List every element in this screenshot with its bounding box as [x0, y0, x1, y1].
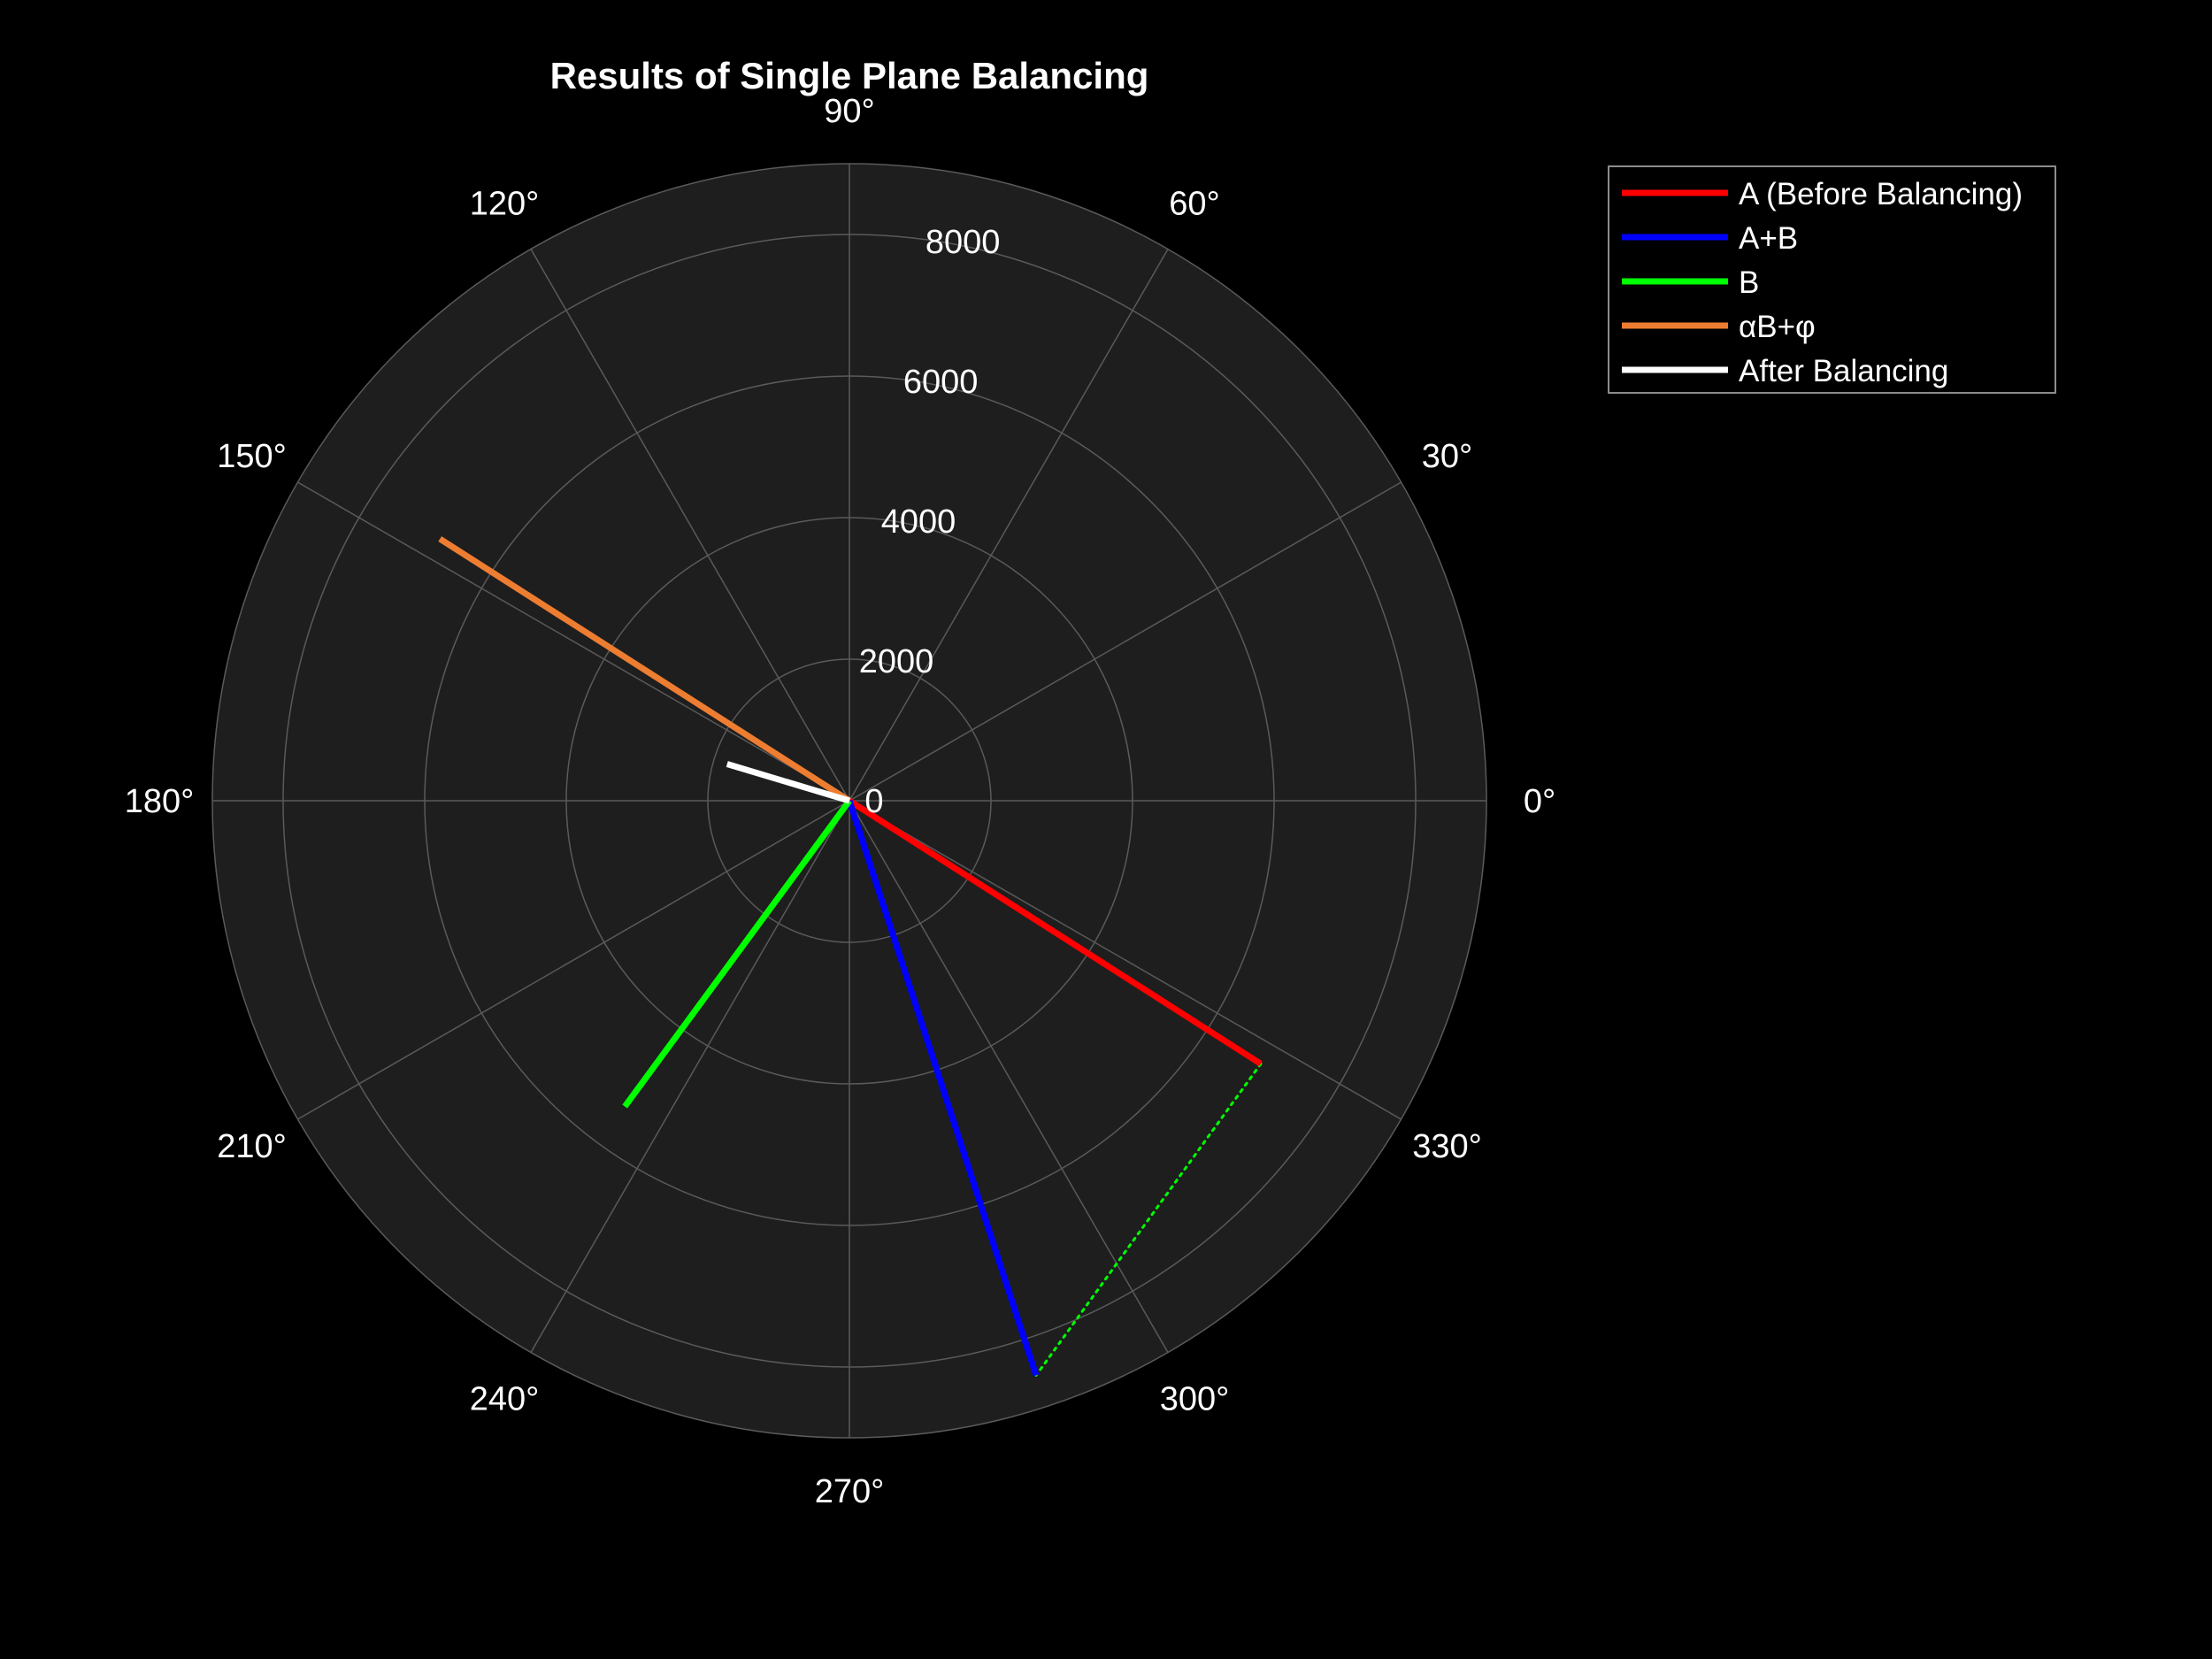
angle-tick-label: 150°: [217, 438, 287, 475]
series-line-b: [622, 798, 852, 1109]
angular-grid-line: [849, 800, 1169, 1353]
radial-tick-label: 8000: [926, 224, 1001, 261]
angular-grid-line: [849, 800, 1402, 1120]
angular-grid-line: [297, 800, 850, 1120]
legend: A (Before Balancing) A+B BαB+φ After Balanc…: [1608, 165, 2056, 394]
angular-grid-line: [530, 249, 850, 802]
angle-tick-label: 90°: [824, 93, 874, 130]
angle-tick-label: 210°: [217, 1128, 287, 1165]
series-line-after-balancing: [726, 761, 851, 804]
angular-grid-line: [849, 481, 1402, 802]
angle-tick-label: 240°: [470, 1380, 540, 1417]
angle-tick-label: 120°: [470, 186, 540, 223]
angle-tick-label: 60°: [1169, 186, 1219, 223]
polar-grid: [211, 163, 1487, 1439]
angle-tick-label: 270°: [815, 1473, 885, 1510]
angle-tick-label: 180°: [125, 783, 195, 820]
legend-label: B: [1739, 265, 1759, 300]
angle-tick-label: 0°: [1524, 783, 1555, 820]
legend-label: After Balancing: [1739, 354, 1948, 388]
angular-grid-line: [530, 800, 850, 1353]
series-line-b: [438, 536, 851, 803]
angle-tick-label: 330°: [1412, 1128, 1482, 1165]
angular-grid-line: [849, 249, 1169, 802]
connector-dotted-line: [1034, 1062, 1263, 1377]
angle-tick-label: 30°: [1422, 438, 1472, 475]
radial-tick-label: 0: [864, 783, 883, 820]
angular-grid-line: [297, 481, 850, 802]
legend-label: αB+φ: [1739, 310, 1816, 344]
radial-tick-label: 2000: [859, 643, 934, 680]
radial-tick-label: 4000: [881, 503, 956, 541]
series-layer: [438, 536, 1263, 1377]
legend-label: A (Before Balancing): [1739, 177, 2023, 211]
radial-tick-label: 6000: [903, 364, 979, 401]
legend-label: A+B: [1739, 221, 1798, 256]
chart-title: Results of Single Plane Balancing: [550, 55, 1149, 96]
angle-tick-label: 300°: [1160, 1380, 1230, 1417]
series-line-a-b: [846, 799, 1040, 1377]
series-line-a-before-balancing: [848, 798, 1263, 1067]
tick-labels: 0° 30° 60° 90° 120° 150° 180° 210° 240° 270° 300° 3…: [125, 93, 1555, 1510]
